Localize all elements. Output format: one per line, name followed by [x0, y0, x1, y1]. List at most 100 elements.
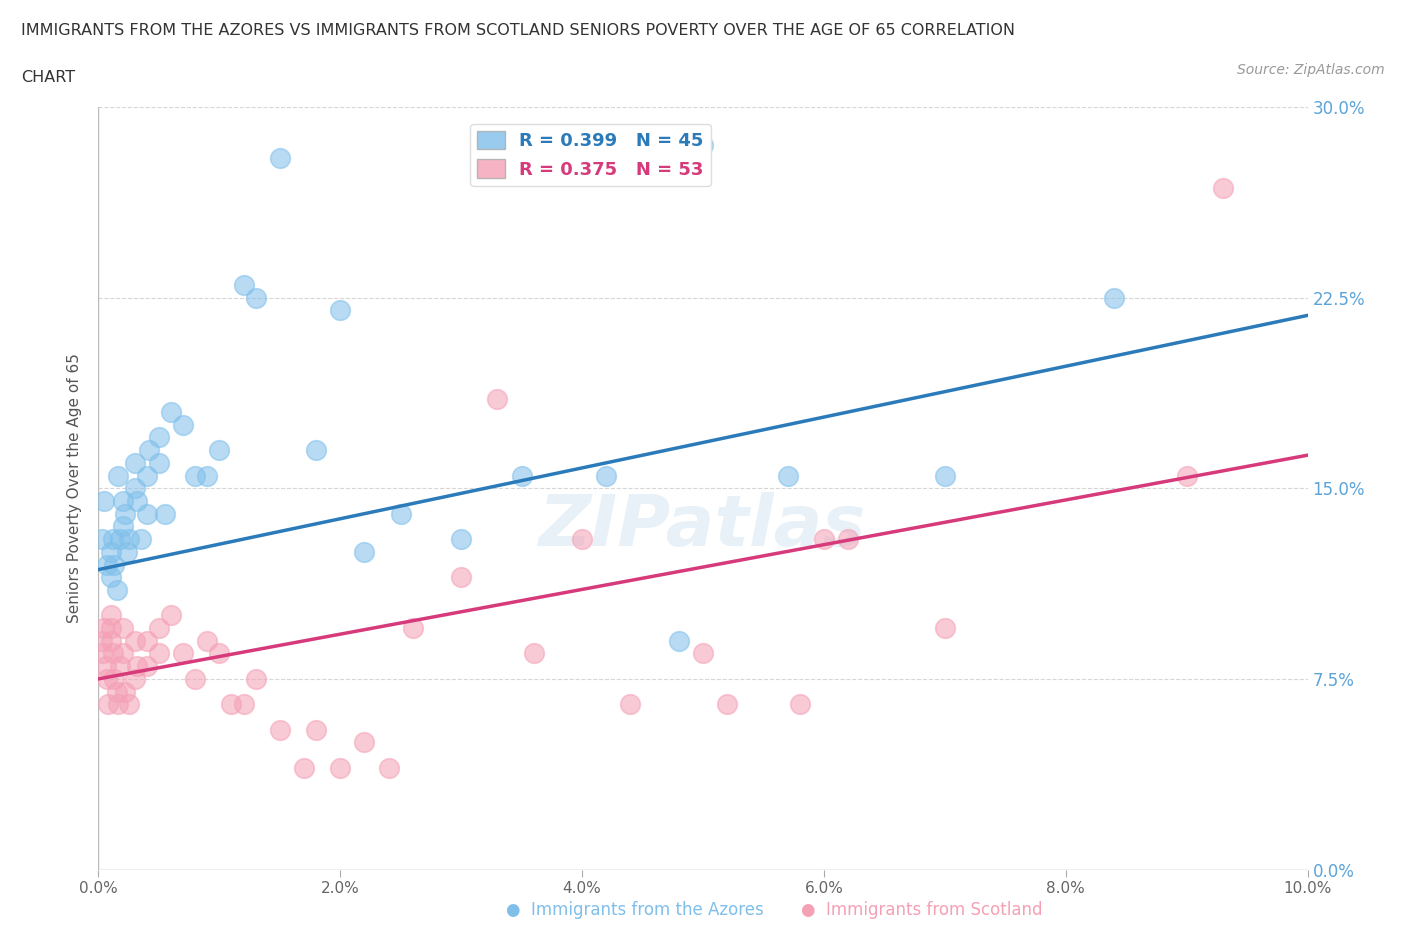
Point	[114, 684, 136, 699]
Point	[245, 671, 267, 686]
Point	[148, 620, 170, 635]
Point	[305, 723, 328, 737]
Point	[101, 532, 124, 547]
Point	[148, 456, 170, 471]
Point	[101, 646, 124, 661]
Point	[232, 277, 254, 292]
Text: ●  Immigrants from Scotland: ● Immigrants from Scotland	[801, 900, 1043, 919]
Point	[571, 532, 593, 547]
Point	[692, 646, 714, 661]
Point	[129, 532, 152, 547]
Point	[100, 544, 122, 559]
Point	[934, 468, 956, 483]
Point	[450, 570, 472, 585]
Point	[245, 290, 267, 305]
Point	[184, 468, 207, 483]
Point	[389, 506, 412, 521]
Point	[148, 646, 170, 661]
Point	[117, 544, 139, 559]
Point	[108, 658, 131, 673]
Point	[107, 468, 129, 483]
Point	[97, 697, 120, 711]
Point	[329, 761, 352, 776]
Point	[269, 723, 291, 737]
Point	[148, 430, 170, 445]
Point	[91, 633, 114, 648]
Point	[450, 532, 472, 547]
Point	[93, 494, 115, 509]
Point	[100, 570, 122, 585]
Point	[91, 532, 114, 547]
Point	[195, 633, 218, 648]
Point	[292, 761, 315, 776]
Point	[124, 671, 146, 686]
Point	[118, 697, 141, 711]
Text: ●  Immigrants from the Azores: ● Immigrants from the Azores	[506, 900, 763, 919]
Point	[934, 620, 956, 635]
Point	[510, 468, 533, 483]
Point	[107, 697, 129, 711]
Point	[402, 620, 425, 635]
Point	[114, 506, 136, 521]
Point	[135, 633, 157, 648]
Point	[172, 418, 194, 432]
Point	[221, 697, 243, 711]
Point	[377, 761, 399, 776]
Point	[353, 735, 375, 750]
Point	[124, 481, 146, 496]
Point	[523, 646, 546, 661]
Point	[91, 646, 114, 661]
Point	[100, 608, 122, 623]
Text: IMMIGRANTS FROM THE AZORES VS IMMIGRANTS FROM SCOTLAND SENIORS POVERTY OVER THE : IMMIGRANTS FROM THE AZORES VS IMMIGRANTS…	[21, 23, 1015, 38]
Point	[160, 405, 183, 419]
Text: CHART: CHART	[21, 70, 75, 85]
Point	[692, 138, 714, 153]
Point	[108, 532, 131, 547]
Point	[135, 506, 157, 521]
Point	[595, 468, 617, 483]
Point	[94, 658, 117, 673]
Point	[668, 633, 690, 648]
Point	[619, 697, 641, 711]
Point	[135, 658, 157, 673]
Point	[232, 697, 254, 711]
Point	[124, 456, 146, 471]
Point	[184, 671, 207, 686]
Point	[111, 494, 134, 509]
Legend: R = 0.399   N = 45, R = 0.375   N = 53: R = 0.399 N = 45, R = 0.375 N = 53	[470, 124, 710, 186]
Point	[813, 532, 835, 547]
Point	[789, 697, 811, 711]
Point	[135, 468, 157, 483]
Point	[118, 532, 141, 547]
Point	[138, 443, 160, 458]
Point	[329, 303, 352, 318]
Point	[96, 557, 118, 572]
Point	[93, 620, 115, 635]
Point	[103, 671, 125, 686]
Point	[105, 582, 128, 597]
Point	[305, 443, 328, 458]
Point	[100, 620, 122, 635]
Point	[111, 620, 134, 635]
Point	[111, 646, 134, 661]
Text: ZIPatlas: ZIPatlas	[540, 492, 866, 561]
Point	[1212, 180, 1234, 195]
Point	[100, 633, 122, 648]
Point	[716, 697, 738, 711]
Y-axis label: Seniors Poverty Over the Age of 65: Seniors Poverty Over the Age of 65	[67, 353, 83, 623]
Point	[1102, 290, 1125, 305]
Point	[105, 684, 128, 699]
Point	[837, 532, 859, 547]
Point	[208, 646, 231, 661]
Point	[208, 443, 231, 458]
Point	[269, 151, 291, 166]
Point	[103, 557, 125, 572]
Point	[153, 506, 176, 521]
Point	[127, 494, 149, 509]
Point	[160, 608, 183, 623]
Point	[776, 468, 799, 483]
Point	[486, 392, 509, 406]
Point	[1175, 468, 1198, 483]
Point	[172, 646, 194, 661]
Point	[96, 671, 118, 686]
